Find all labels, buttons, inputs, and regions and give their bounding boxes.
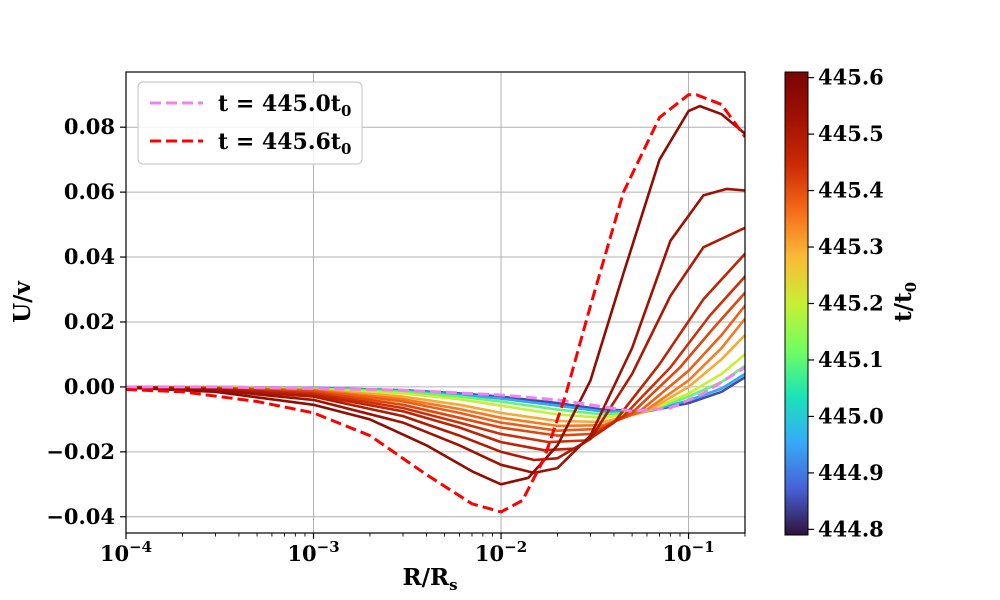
series-line-t445-44: [126, 275, 745, 444]
y-tick-label-1: −0.02: [46, 439, 115, 464]
y-tick-label-6: 0.08: [64, 114, 115, 139]
series-line-t445-41: [126, 291, 745, 437]
colorbar-ticks: 444.8 444.9 445.0 445.1 445.2 445.3 445.4 445.5…: [808, 65, 884, 541]
y-tick-label-3: 0.02: [64, 309, 115, 334]
x-axis: 10−4 10−3 10−2 10−1: [100, 533, 746, 566]
series-dashed-line-t445-0: [126, 366, 745, 413]
colorbar-tick-label-0: 444.8: [818, 516, 884, 541]
x-tick-label-2: 10−2: [475, 538, 527, 566]
series-line-t445-53: [126, 187, 745, 475]
y-tick-label-2: 0.00: [64, 374, 115, 399]
colorbar-label: t/t0: [890, 282, 920, 322]
y-axis-label: U/v: [9, 280, 36, 322]
series-dashed-line-t445-6: [126, 93, 745, 514]
legend: t = 445.0t0 t = 445.6t0: [137, 81, 363, 165]
plot-frame: [125, 71, 746, 534]
colorbar-gradient: [784, 71, 809, 536]
legend-label-t445-0: t = 445.0t0: [218, 91, 351, 120]
series-group: [126, 93, 745, 514]
colorbar-tick-label-7: 445.5: [818, 121, 884, 146]
colorbar-tick-label-6: 445.4: [818, 178, 884, 203]
colorbar-tick-label-2: 445.0: [818, 403, 884, 428]
x-tick-label-3: 10−1: [662, 538, 714, 566]
colorbar-tick-label-5: 445.3: [818, 234, 884, 259]
colorbar-tick-label-4: 445.2: [818, 291, 884, 316]
colorbar-tick-label-8: 445.6: [818, 65, 884, 90]
colorbar-tick-label-1: 444.9: [818, 460, 884, 485]
legend-label-t445-6: t = 445.6t0: [218, 129, 351, 158]
x-tick-label-1: 10−3: [287, 538, 339, 566]
colorbar-tick-label-3: 445.1: [818, 347, 884, 372]
x-tick-label-0: 10−4: [100, 538, 152, 566]
series-line-t445-50: [126, 226, 745, 462]
y-tick-label-4: 0.04: [64, 244, 115, 269]
y-axis: −0.04 −0.02 0.00 0.02 0.04 0.06 0.08: [46, 114, 126, 529]
x-axis-label: R/Rs: [402, 564, 457, 594]
series-line-t445-47: [126, 252, 745, 452]
y-tick-label-0: −0.04: [46, 504, 115, 529]
legend-box: [137, 81, 363, 165]
colorbar: 444.8 444.9 445.0 445.1 445.2 445.3 445.4 445.5…: [784, 65, 920, 541]
y-tick-label-5: 0.06: [64, 179, 115, 204]
